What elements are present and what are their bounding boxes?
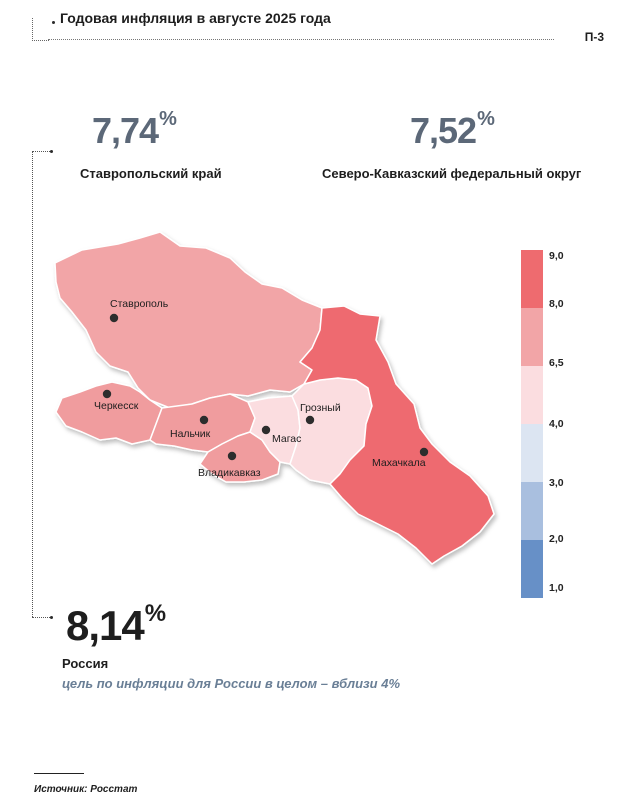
side-bracket-bottom-dot	[50, 616, 53, 619]
header-dot	[52, 21, 55, 24]
city-dot-stavropol	[109, 313, 119, 323]
legend-swatch-8-9	[521, 250, 543, 308]
header-bracket	[32, 18, 49, 41]
russia-inflation-value: 8,14%	[66, 600, 166, 649]
page-code: П-3	[584, 30, 604, 44]
city-label-vladikavkaz: Владикавказ	[198, 467, 261, 479]
region-stavropol-krai	[54, 231, 323, 409]
russia-label: Россия	[62, 656, 109, 671]
city-label-cherkessk: Черкесск	[94, 400, 139, 412]
header-divider	[48, 39, 554, 40]
legend-label-4: 4,0	[549, 418, 564, 430]
legend-swatch-2-3	[521, 482, 543, 540]
legend-swatch-3-4	[521, 424, 543, 482]
legend-label-1: 1,0	[549, 582, 564, 594]
legend-swatch-1-2	[521, 540, 543, 598]
stavropol-inflation-value: 7,74%	[92, 108, 177, 151]
legend-label-9: 9,0	[549, 250, 564, 262]
city-dot-nalchik	[199, 415, 209, 425]
side-bracket-top	[32, 151, 50, 152]
city-dot-makhachkala	[419, 447, 429, 457]
region-dagestan	[299, 305, 495, 565]
city-label-nalchik: Нальчик	[170, 428, 211, 440]
city-dot-magas	[261, 425, 271, 435]
city-dot-vladikavkaz	[227, 451, 237, 461]
legend-label-8: 8,0	[549, 298, 564, 310]
legend-label-3: 3,0	[549, 477, 564, 489]
district-inflation-value: 7,52%	[410, 108, 495, 151]
source-divider	[34, 773, 84, 774]
city-dot-grozny	[305, 415, 315, 425]
side-bracket-top-dot	[50, 150, 53, 153]
city-markers	[102, 313, 429, 461]
side-bracket-bottom	[32, 617, 50, 618]
city-dot-cherkessk	[102, 389, 112, 399]
side-bracket-line	[32, 151, 34, 617]
inflation-target-note: цель по инфляции для России в целом – вб…	[62, 676, 401, 691]
stavropol-label: Ставропольский край	[80, 166, 222, 181]
legend-swatch-4-6.5	[521, 366, 543, 424]
legend-label-6.5: 6,5	[549, 357, 564, 369]
page-title: Годовая инфляция в августе 2025 года	[60, 10, 331, 26]
city-label-grozny: Грозный	[300, 402, 341, 414]
city-label-makhachkala: Махачкала	[372, 457, 426, 469]
source-note: Источник: Росстат	[34, 784, 138, 795]
legend-scale	[521, 250, 543, 598]
legend-label-2: 2,0	[549, 533, 564, 545]
district-label: Северо-Кавказский федеральный округ	[322, 166, 582, 181]
region-karachay-cherkessia	[55, 381, 163, 445]
city-label-magas: Магас	[272, 433, 301, 445]
city-label-stavropol: Ставрополь	[110, 298, 169, 310]
legend-swatch-6.5-8	[521, 308, 543, 366]
